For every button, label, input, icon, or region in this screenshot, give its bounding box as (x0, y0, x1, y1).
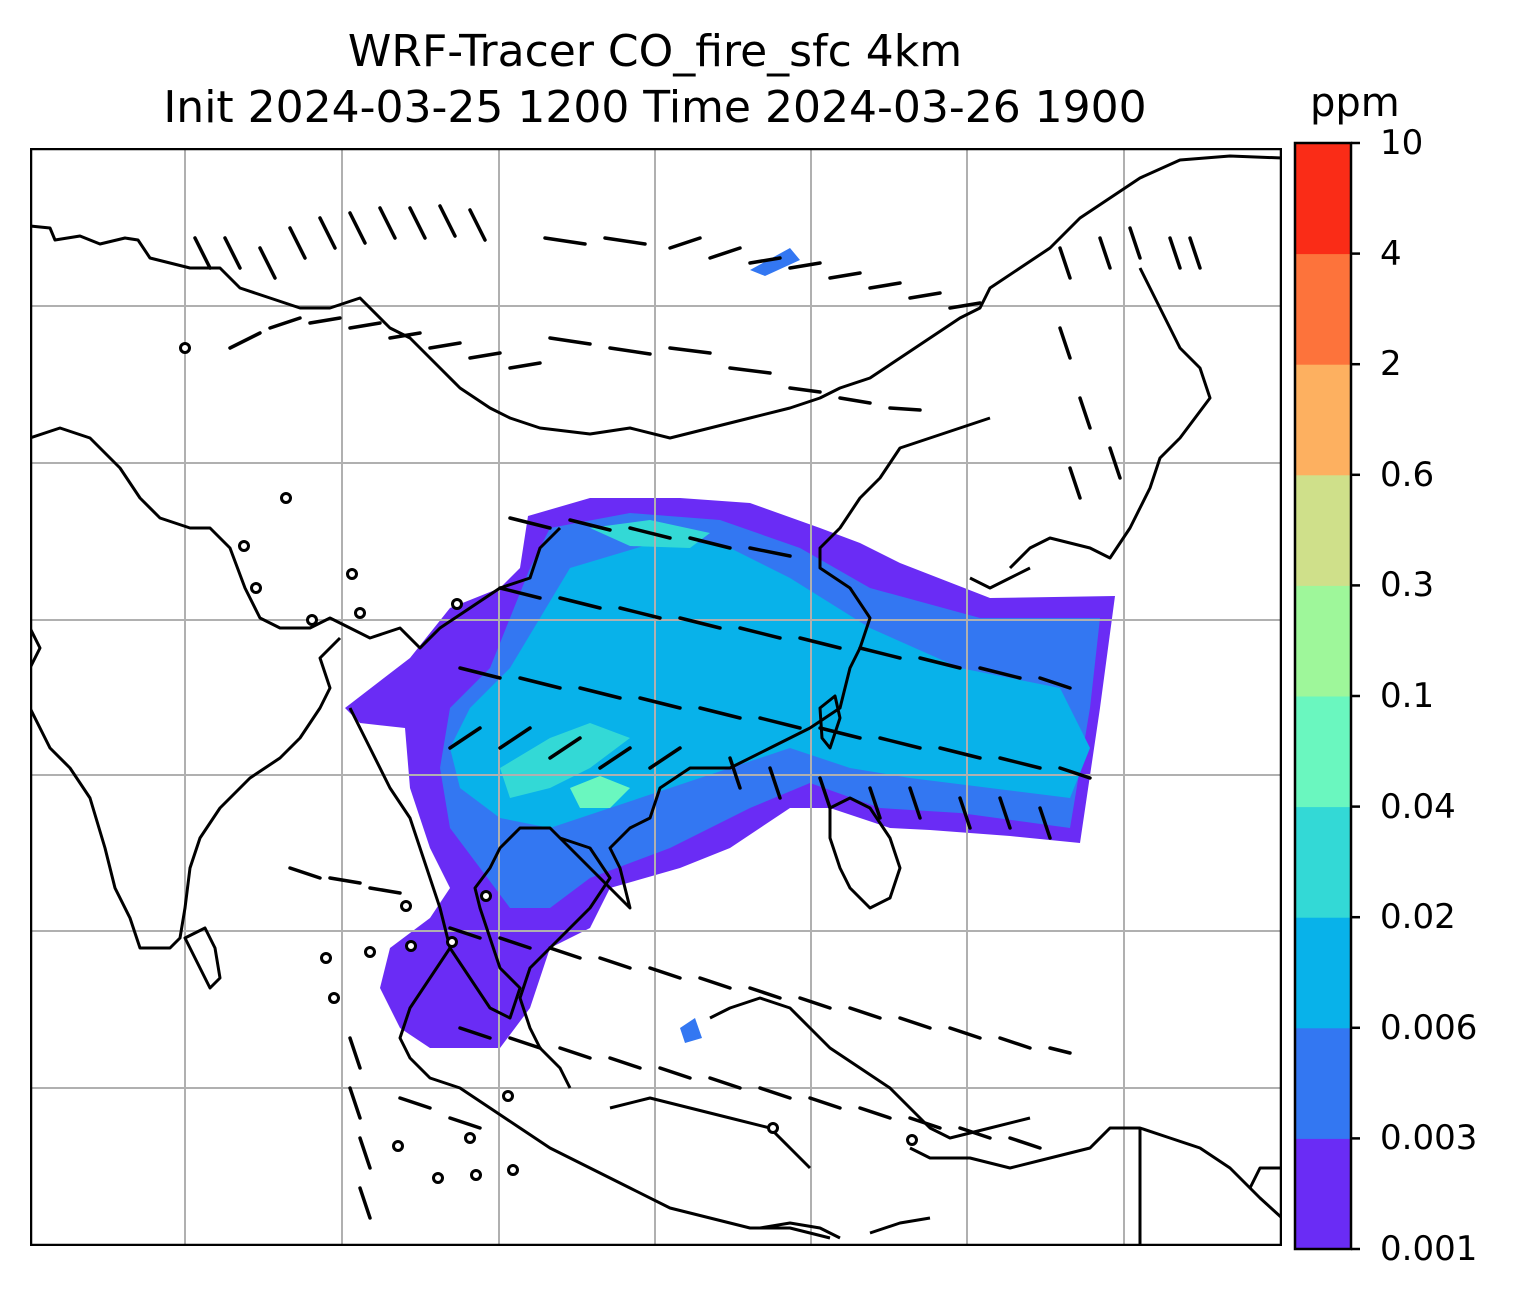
colorbar-tick-label: 0.04 (1380, 786, 1456, 827)
title-line-1: WRF-Tracer CO_fire_sfc 4km (347, 26, 963, 77)
colorbar-tick-label: 0.1 (1380, 676, 1435, 716)
co-tracer-plume (345, 248, 1115, 1048)
colorbar-tick-label: 0.6 (1380, 454, 1435, 495)
colorbar-tick-label: 4 (1380, 233, 1402, 274)
colorbar-band (1295, 917, 1351, 1029)
colorbar-band (1295, 474, 1351, 586)
map-gridlines (30, 148, 1282, 1246)
wind-barbs (193, 204, 1202, 1220)
colorbar-unit: ppm (1310, 80, 1400, 126)
colorbar-band (1295, 696, 1351, 808)
colorbar-band (1295, 806, 1351, 918)
colorbar-band (1295, 1027, 1351, 1139)
colorbar-tick-label: 2 (1380, 344, 1402, 385)
coastlines-borders (30, 148, 1282, 1246)
colorbar-tick-label: 0.02 (1380, 897, 1456, 938)
colorbar-band (1295, 1138, 1351, 1250)
colorbar-tick-label: 0.006 (1380, 1007, 1478, 1048)
title-line-2: Init 2024-03-25 1200 Time 2024-03-26 190… (163, 82, 1147, 133)
map-panel (30, 148, 1282, 1246)
colorbar-tick-label: 0.001 (1380, 1229, 1478, 1269)
colorbar-band (1295, 364, 1351, 476)
colorbar-tick-label: 0.3 (1380, 565, 1435, 606)
map-border (30, 148, 1282, 1246)
calm-wind-markers (179, 342, 918, 1184)
colorbar-tick-label: 0.003 (1380, 1118, 1478, 1159)
colorbar-band (1295, 253, 1351, 365)
colorbar-tick-label: 10 (1380, 123, 1424, 163)
colorbar (1293, 141, 1360, 1251)
colorbar-band (1295, 143, 1351, 255)
colorbar-band (1295, 585, 1351, 697)
